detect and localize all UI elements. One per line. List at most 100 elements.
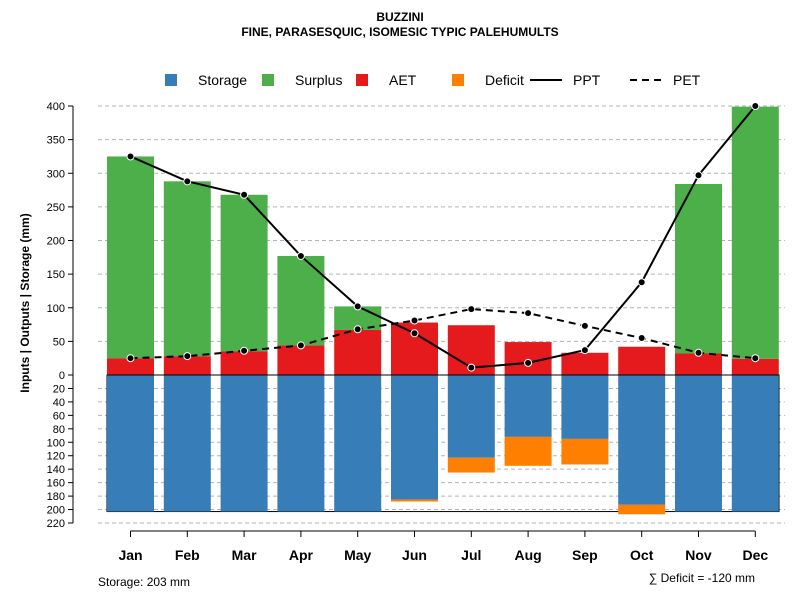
chart-title-group: BUZZINI FINE, PARASESQUIC, ISOMESIC TYPI… [241,10,558,39]
legend-label: Deficit [485,72,524,88]
x-tick-label: Jan [118,547,142,563]
storage-bar [618,375,666,505]
legend-label: AET [389,72,417,88]
y-tick-label: 180 [47,491,65,503]
gridlines [98,105,785,524]
storage-note: Storage: 203 mm [98,575,190,589]
x-tick-label: Dec [742,547,768,563]
ppt-point [353,302,362,311]
y-tick-label: 160 [47,478,65,490]
y-tick-label: 60 [53,410,65,422]
legend-swatch [452,74,464,86]
pet-point [467,305,476,314]
legend-swatch [165,74,177,86]
storage-bar [504,375,552,437]
aet-bar [163,356,211,375]
storage-bar [277,375,325,512]
y-tick-label: 200 [47,236,65,248]
legend-swatch [262,74,274,86]
pet-point [637,334,646,343]
y-tick-label: 350 [47,135,65,147]
aet-bar [618,346,666,375]
ppt-point [751,102,760,110]
y-tick-label: 140 [47,464,65,476]
deficit-bar [504,436,552,466]
pet-point [183,352,192,361]
axes: 0501001502002503003504002040608010012014… [47,101,779,563]
storage-bar [447,375,495,458]
x-tick-label: Aug [514,547,541,563]
y-tick-label: 80 [53,424,65,436]
aet-bar [220,351,268,375]
x-tick-label: Oct [630,547,654,563]
y-tick-label: 200 [47,505,65,517]
bars [106,106,780,515]
ppt-point [126,152,135,161]
deficit-note: ∑ Deficit = -120 mm [649,571,755,585]
ppt-point [580,346,589,355]
ppt-point [694,171,703,180]
storage-bar [334,375,382,512]
aet-bar [334,329,382,375]
deficit-bar [447,457,495,473]
surplus-bar [163,181,211,357]
legend-label: PET [673,72,701,88]
x-tick-label: Nov [685,547,712,563]
y-tick-label: 150 [47,269,65,281]
pet-point [694,348,703,357]
storage-bar [220,375,268,512]
y-tick-label: 50 [53,336,65,348]
y-axis-label: Inputs | Outputs | Storage (mm) [18,213,32,392]
legend: Storage Surplus AET Deficit PPT PET [165,72,701,88]
y-tick-label: 300 [47,168,65,180]
storage-bar [163,375,211,512]
lines [126,102,760,372]
y-tick-label: 0 [59,370,65,382]
aet-bar [107,358,154,375]
y-tick-label: 20 [53,383,65,395]
pet-line [130,308,756,360]
x-tick-label: Jul [461,547,481,563]
aet-bar [277,345,325,375]
pet-point [524,309,533,318]
legend-label: Storage [198,72,247,88]
pet-point [580,321,589,330]
aet-bar [675,353,722,375]
pet-point [126,354,135,363]
ppt-point [524,358,533,367]
legend-label: PPT [573,72,601,88]
x-tick-label: May [344,547,371,563]
surplus-bar [731,106,779,359]
y-tick-label: 40 [53,397,65,409]
storage-bar [675,375,722,512]
x-tick-label: Apr [289,547,314,563]
y-tick-label: 220 [47,518,65,530]
x-tick-label: Sep [572,547,598,563]
pet-point [240,346,249,355]
pet-point [296,341,305,350]
x-tick-label: Jun [402,547,427,563]
pet-point [353,325,362,334]
deficit-bar [561,438,609,465]
y-tick-label: 120 [47,451,65,463]
y-tick-label: 250 [47,202,65,214]
deficit-bar [391,499,438,502]
chart-title: BUZZINI [376,10,423,24]
pet-point [751,354,760,363]
storage-bar [561,375,609,439]
x-tick-label: Mar [232,547,257,563]
ppt-point [410,329,419,338]
legend-swatch [356,74,368,86]
ppt-point [637,278,646,287]
pet-point [410,316,419,325]
aet-bar [731,358,779,375]
storage-bar [391,375,438,500]
storage-bar [107,375,154,512]
chart-subtitle: FINE, PARASESQUIC, ISOMESIC TYPIC PALEHU… [241,25,558,39]
storage-bar [731,375,779,512]
legend-label: Surplus [295,72,342,88]
surplus-bar [107,156,154,359]
surplus-bar [675,184,722,354]
ppt-point [296,251,305,260]
